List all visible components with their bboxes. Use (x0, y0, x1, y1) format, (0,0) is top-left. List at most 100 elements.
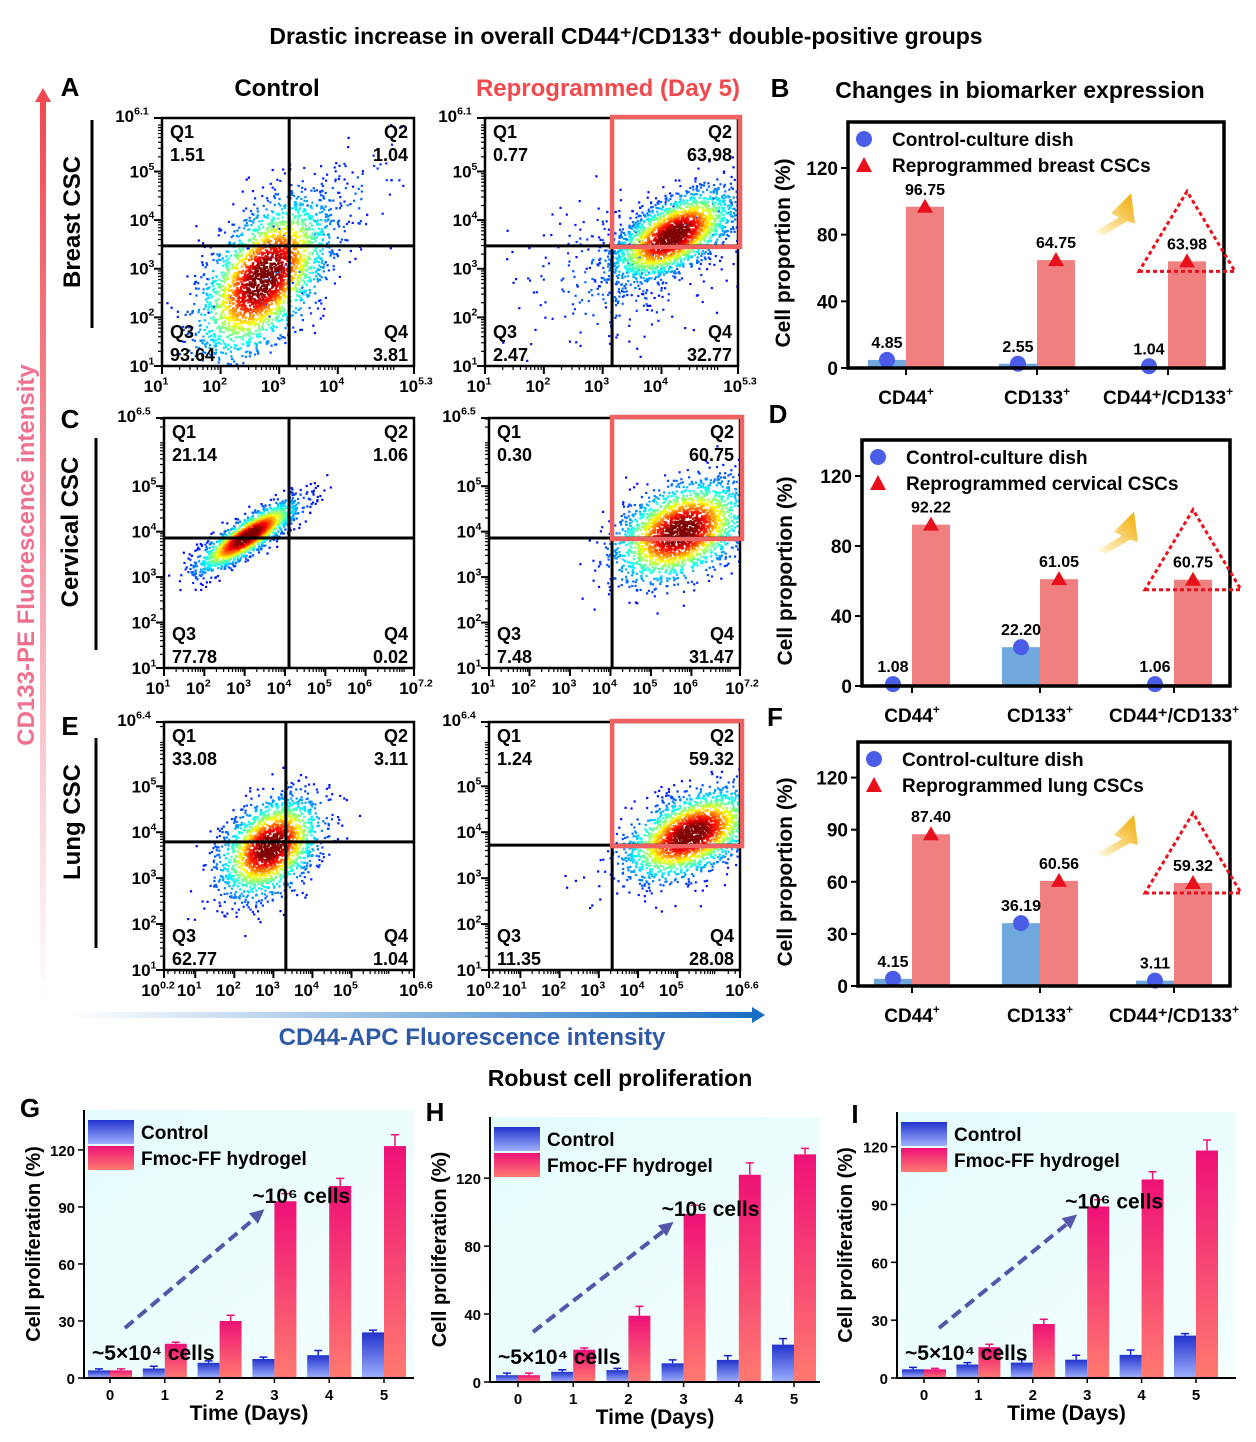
event-dot (629, 264, 632, 267)
event-dot (664, 262, 667, 265)
event-dot (628, 264, 631, 267)
event-dot (657, 275, 660, 278)
event-dot (217, 341, 220, 344)
event-dot (682, 199, 685, 202)
event-dot (201, 342, 204, 345)
event-dot (281, 256, 284, 259)
event-dot (299, 299, 302, 302)
event-dot (607, 278, 611, 281)
event-dot (258, 300, 261, 303)
event-dot (206, 277, 209, 281)
event-dot (614, 299, 617, 303)
event-dot (321, 210, 324, 213)
event-dot (281, 222, 284, 225)
event-dot (239, 300, 242, 303)
event-dot (700, 215, 703, 218)
event-dot (222, 304, 225, 307)
event-dot (239, 347, 242, 350)
event-dot (252, 262, 255, 265)
event-dot (316, 223, 319, 226)
event-dot (322, 314, 325, 317)
event-dot (308, 276, 311, 279)
event-dot (239, 308, 242, 311)
event-dot (668, 249, 671, 252)
event-dot (295, 242, 298, 245)
event-dot (578, 301, 581, 304)
event-dot (669, 261, 672, 264)
event-dot (539, 304, 542, 307)
event-dot (694, 228, 697, 231)
event-dot (340, 204, 343, 207)
event-dot (662, 267, 665, 270)
event-dot (276, 224, 279, 227)
event-dot (697, 189, 700, 192)
event-dot (696, 216, 700, 219)
event-dot (721, 196, 724, 199)
event-dot (632, 275, 635, 278)
event-dot (334, 170, 337, 173)
event-dot (607, 265, 610, 268)
event-dot (689, 262, 692, 265)
event-dot (621, 276, 624, 280)
event-dot (201, 359, 204, 362)
event-dot (216, 261, 219, 264)
event-dot (212, 284, 215, 287)
event-dot (675, 241, 678, 244)
event-dot (245, 253, 248, 256)
event-dot (702, 208, 705, 211)
event-dot (284, 251, 287, 254)
event-dot (630, 240, 633, 243)
event-dot (249, 291, 252, 294)
event-dot (692, 193, 695, 196)
event-dot (721, 206, 724, 209)
event-dot (277, 272, 280, 275)
event-dot (303, 214, 306, 217)
x-axis-label: CD44-APC Fluorescence intensity (279, 1024, 666, 1051)
event-dot (346, 239, 349, 242)
event-dot (322, 265, 325, 268)
event-dot (275, 236, 278, 239)
event-dot (304, 188, 307, 191)
event-dot (211, 276, 214, 280)
event-dot (649, 253, 652, 256)
event-dot (657, 294, 661, 297)
event-dot (260, 325, 263, 328)
event-dot (651, 206, 654, 209)
event-dot (687, 251, 690, 254)
event-dot (291, 213, 294, 216)
event-dot (212, 258, 215, 262)
event-dot (213, 291, 216, 294)
event-dot (292, 257, 295, 260)
event-dot (660, 287, 663, 290)
event-dot (293, 215, 296, 219)
event-dot (240, 287, 243, 290)
y-tick-label: 105 (130, 161, 155, 182)
event-dot (249, 316, 252, 319)
event-dot (712, 204, 715, 207)
event-dot (261, 280, 264, 283)
event-dot (641, 235, 644, 238)
event-dot (649, 229, 652, 232)
event-dot (273, 218, 276, 221)
event-dot (635, 299, 638, 302)
event-dot (231, 266, 234, 270)
event-dot (310, 207, 313, 210)
event-dot (685, 192, 689, 195)
event-dot (220, 316, 223, 319)
event-dot (210, 338, 213, 342)
event-dot (279, 204, 282, 207)
event-dot (670, 215, 673, 218)
event-dot (230, 357, 234, 361)
event-dot (656, 221, 659, 225)
event-dot (655, 206, 658, 209)
event-dot (278, 298, 281, 301)
event-dot (242, 330, 245, 333)
event-dot (714, 187, 717, 190)
event-dot (606, 293, 610, 297)
event-dot (275, 259, 278, 262)
event-dot (275, 283, 278, 286)
event-dot (641, 272, 644, 275)
event-dot (246, 274, 249, 278)
event-dot (690, 250, 693, 253)
event-dot (697, 206, 700, 209)
